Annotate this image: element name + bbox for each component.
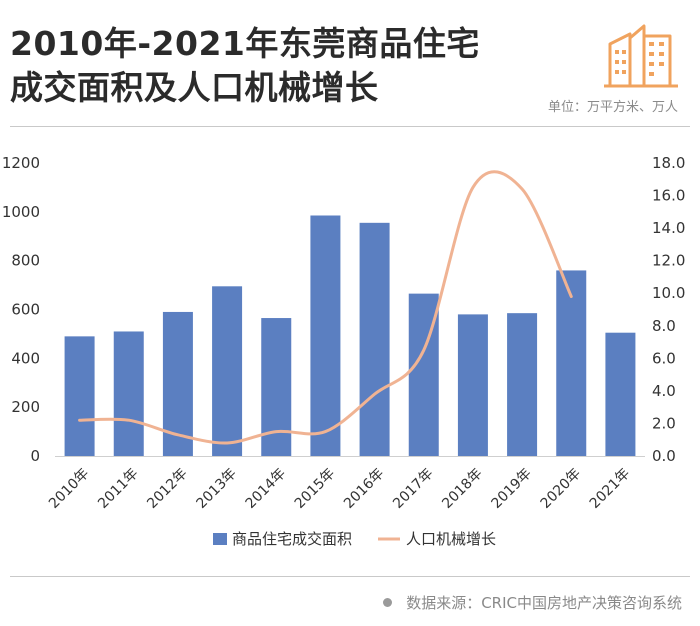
bar (212, 286, 243, 456)
y-right-tick-label: 0.0 (652, 447, 676, 465)
y-left-tick-label: 200 (11, 398, 40, 416)
x-tick-label: 2016年 (341, 466, 387, 512)
x-tick-label: 2012年 (144, 466, 190, 512)
y-left-tick-label: 1000 (2, 203, 40, 221)
y-right-tick-label: 10.0 (652, 284, 685, 302)
bottom-divider (10, 576, 690, 577)
unit-label: 单位：万平方米、万人 (547, 100, 678, 115)
title-line-1: 2010年-2021年东莞商品住宅 (10, 24, 480, 63)
chart: 0 200 400 600 800 1000 1200 0.0 2.0 4.0 6.0 8.0 10.0… (2, 154, 686, 548)
y-right-tick-label: 6.0 (652, 349, 676, 367)
y-left-tick-label: 1200 (2, 154, 40, 172)
series-line (78, 170, 573, 445)
x-tick-label: 2020年 (538, 466, 584, 512)
y-right-tick-label: 16.0 (652, 187, 685, 205)
legend-label-line: 人口机械增长 (406, 530, 496, 548)
bar (113, 331, 144, 456)
x-tick-label: 2019年 (488, 466, 534, 512)
bar (605, 332, 636, 456)
x-tick-label: 2021年 (587, 466, 633, 512)
y-left-tick-label: 400 (11, 349, 40, 367)
x-tick-label: 2017年 (390, 466, 436, 512)
legend-label-bar: 商品住宅成交面积 (232, 530, 352, 548)
bar (556, 270, 587, 456)
source-note: 数据来源：CRIC中国房地产决策咨询系统 (383, 592, 682, 613)
buildings-icon (604, 24, 678, 88)
bar (310, 215, 341, 456)
y-left-tick-label: 0 (30, 447, 40, 465)
y-left-tick-label: 800 (11, 252, 40, 270)
bar (359, 222, 390, 456)
x-tick-label: 2011年 (95, 466, 141, 512)
title-line-2: 成交面积及人口机械增长 (10, 68, 379, 107)
y-right-tick-label: 4.0 (652, 382, 676, 400)
source-text: 数据来源：CRIC中国房地产决策咨询系统 (406, 594, 682, 612)
bar (507, 313, 538, 456)
y-right-tick-label: 18.0 (652, 154, 685, 172)
bar (261, 318, 292, 456)
y-right-tick-label: 14.0 (652, 219, 685, 237)
y-right-tick-label: 2.0 (652, 414, 676, 432)
legend-swatch-bar (213, 533, 227, 545)
bullet-icon (383, 598, 393, 607)
bar (457, 314, 488, 456)
x-tick-label: 2010年 (46, 466, 92, 512)
y-right-tick-label: 12.0 (652, 252, 685, 270)
y-left-tick-label: 600 (11, 301, 40, 319)
top-divider (10, 126, 690, 127)
x-tick-label: 2014年 (243, 466, 289, 512)
x-tick-label: 2015年 (292, 466, 338, 512)
bar (64, 336, 95, 456)
y-right-tick-label: 8.0 (652, 317, 676, 335)
x-tick-label: 2013年 (193, 466, 239, 512)
x-tick-label: 2018年 (439, 466, 485, 512)
chart-title: 2010年-2021年东莞商品住宅 成交面积及人口机械增长 (10, 22, 480, 110)
